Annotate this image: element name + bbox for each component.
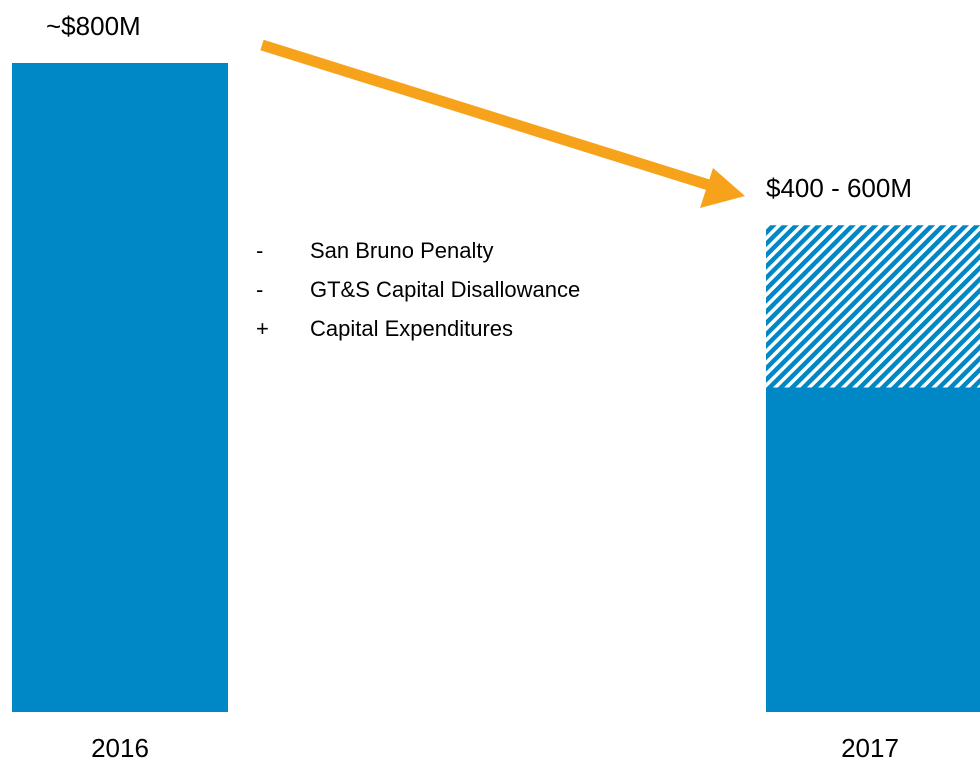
range-bar <box>766 225 980 388</box>
annotation-text: GT&S Capital Disallowance <box>310 277 580 302</box>
bar <box>12 63 228 712</box>
data-label: ~$800M <box>46 11 141 41</box>
annotation-sign: - <box>256 277 263 302</box>
annotation-sign: + <box>256 316 269 341</box>
arrow-head <box>700 168 745 208</box>
annotation-sign: - <box>256 238 263 263</box>
data-label: $400 - 600M <box>766 173 912 203</box>
bar <box>766 387 980 712</box>
x-tick-label: 2016 <box>91 733 149 763</box>
annotation-text: San Bruno Penalty <box>310 238 493 263</box>
x-tick-label: 2017 <box>841 733 899 763</box>
arrow-shaft <box>260 39 714 192</box>
annotation-text: Capital Expenditures <box>310 316 513 341</box>
